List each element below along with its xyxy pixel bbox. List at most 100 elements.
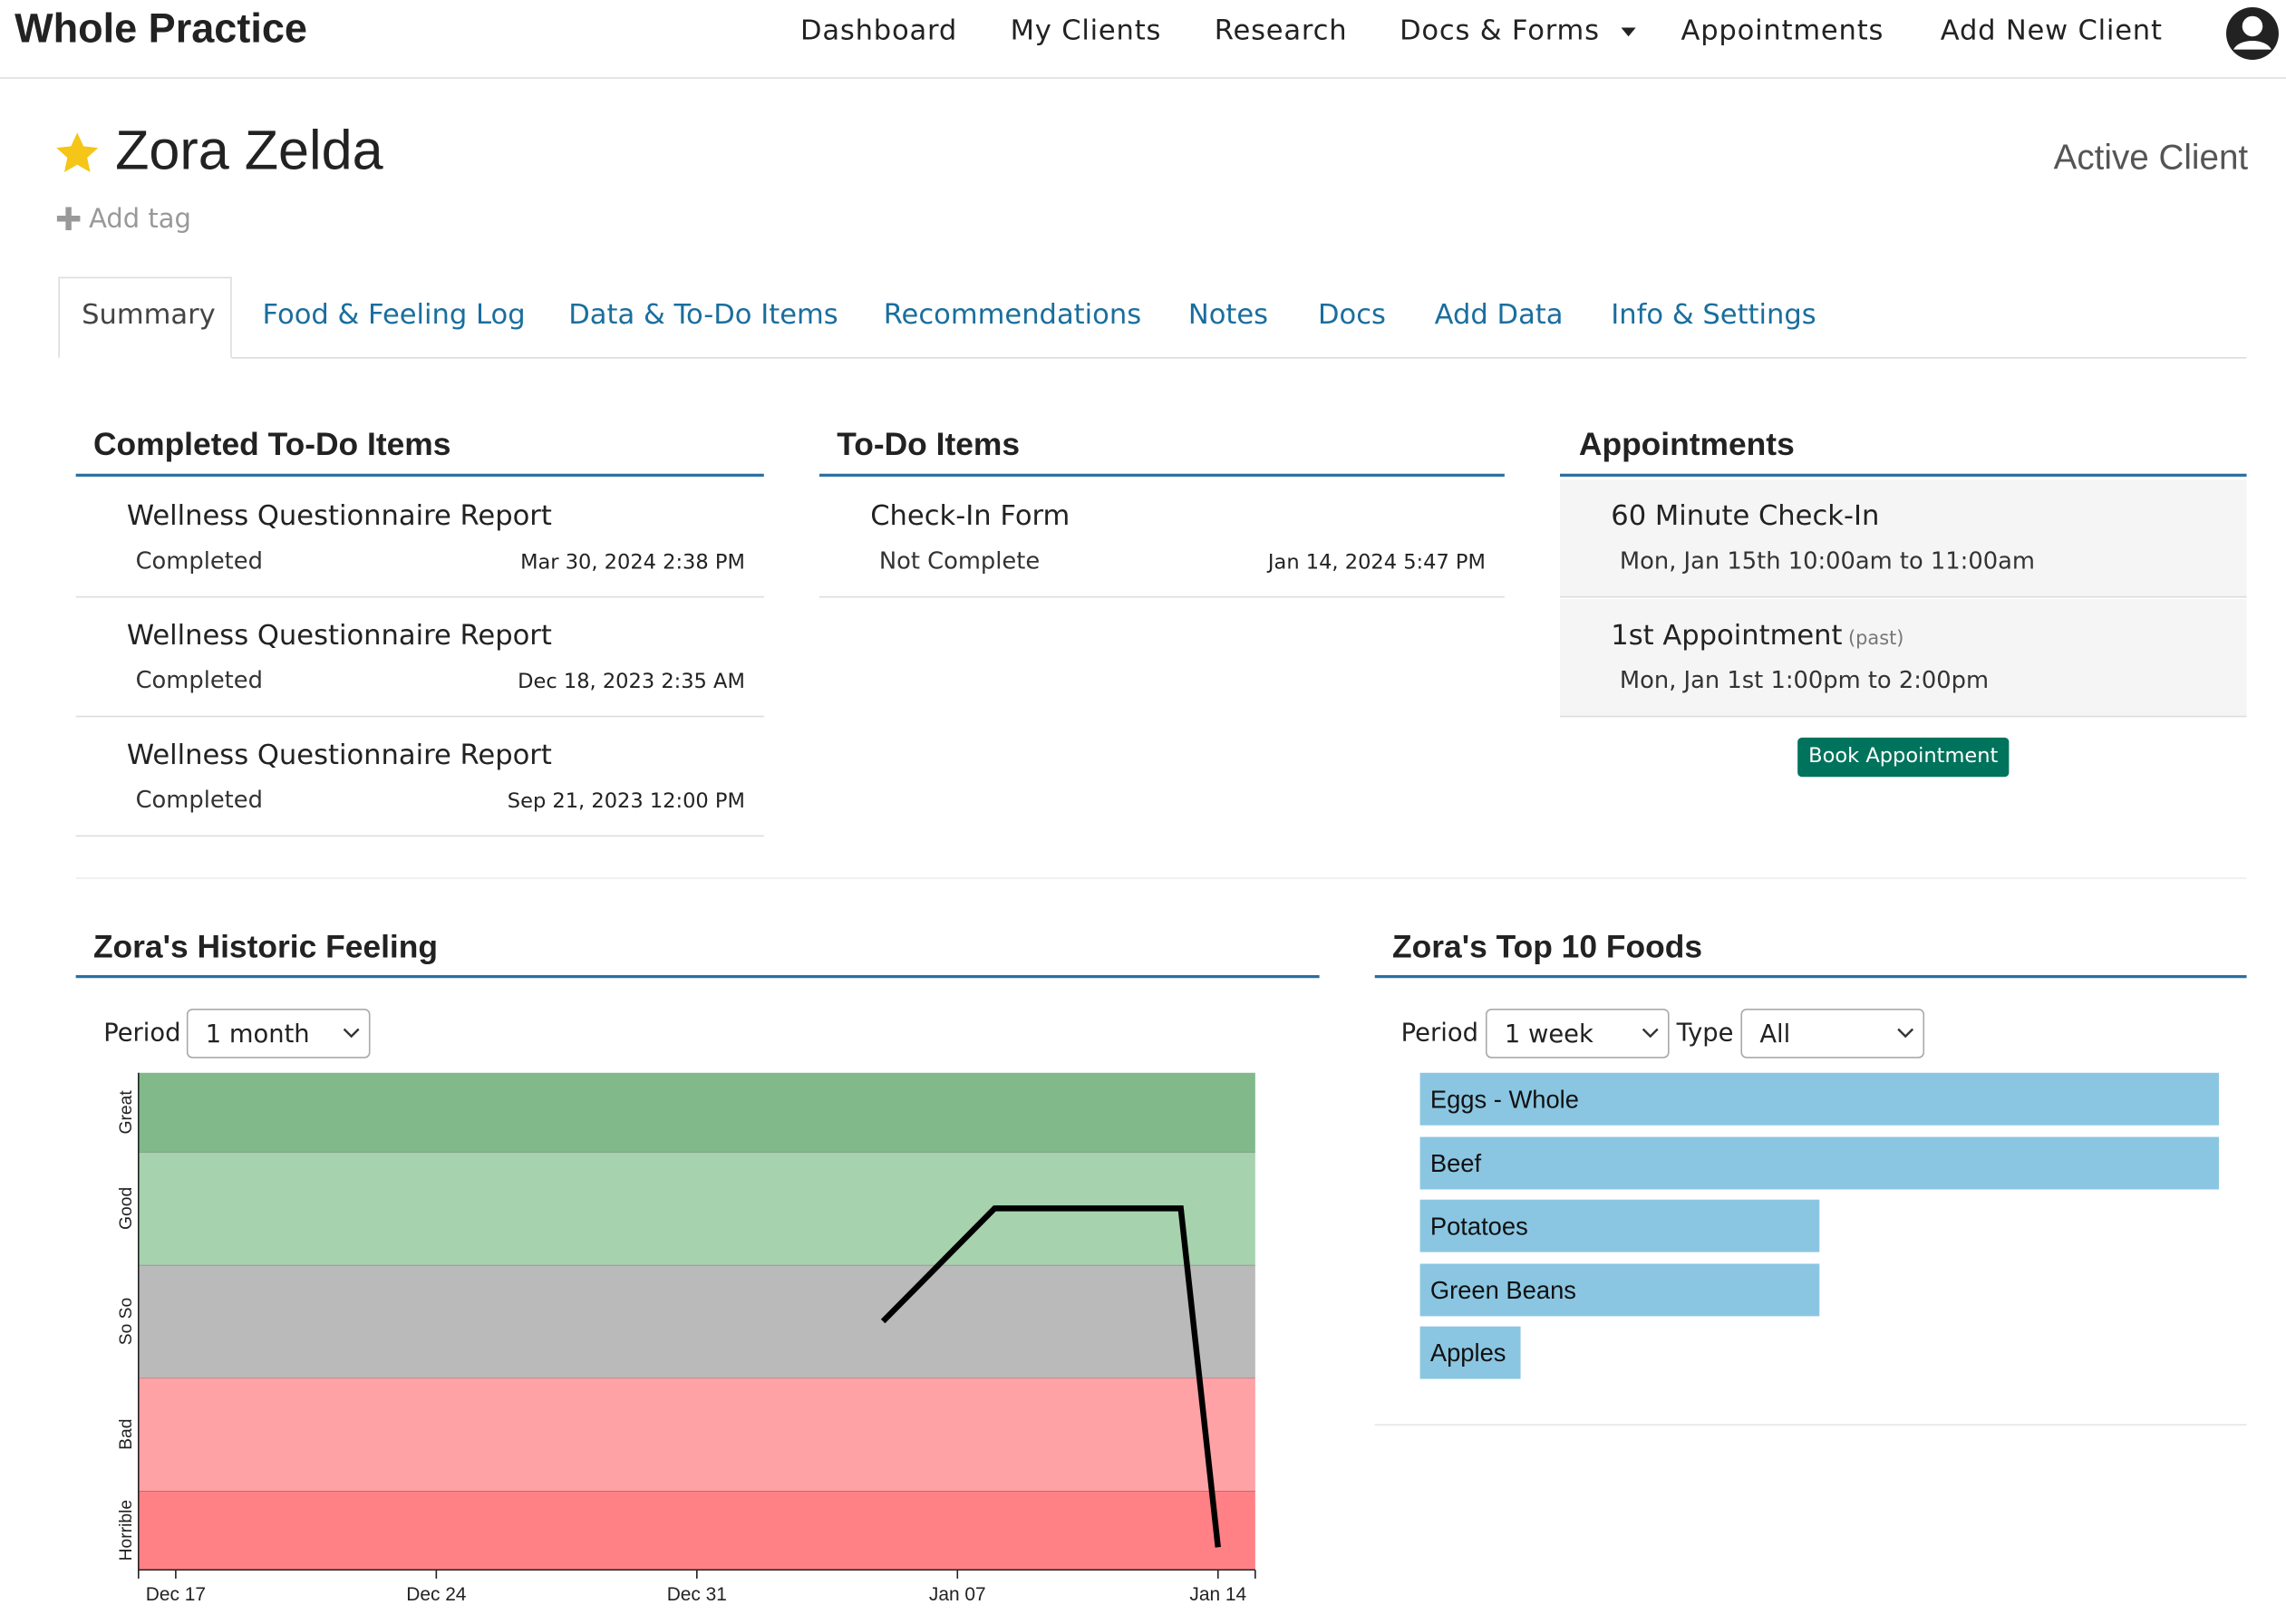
section-underline: [75, 975, 1320, 979]
select-caret: [343, 1028, 360, 1039]
nav-link[interactable]: Docs & Forms: [1400, 14, 1600, 47]
period-value: 1 month: [205, 1020, 310, 1050]
y-tick-label: So So: [117, 1298, 136, 1346]
avatar[interactable]: [2223, 5, 2281, 63]
x-tick-label: Dec 24: [406, 1584, 466, 1605]
item-border: [1559, 595, 2247, 598]
divider: [1374, 1424, 2247, 1426]
plus-icon: [56, 207, 81, 231]
period-label: Period: [1400, 1019, 1478, 1049]
tab[interactable]: Food & Feeling Log: [262, 298, 526, 332]
nav-link[interactable]: Research: [1214, 14, 1348, 47]
item-title[interactable]: 60 Minute Check-In: [1611, 499, 1880, 533]
x-tick-label: Jan 07: [929, 1584, 986, 1605]
item-bg: [1559, 479, 2247, 598]
x-tick-label: Dec 17: [146, 1584, 206, 1605]
book-button[interactable]: Book Appointment: [1797, 737, 2010, 778]
feeling-band: [138, 1490, 1255, 1571]
x-tick-label: Dec 31: [667, 1584, 727, 1605]
feeling-band: [138, 1072, 1255, 1153]
period-value: 1 week: [1504, 1020, 1593, 1050]
item-time: Mon, Jan 1st 1:00pm to 2:00pm: [1619, 666, 1990, 694]
feeling-line: [880, 1205, 1221, 1548]
period-select[interactable]: 1 month: [186, 1009, 371, 1058]
tab[interactable]: Docs: [1317, 298, 1386, 332]
food-bar: Beef: [1419, 1136, 2219, 1189]
item-time: Mon, Jan 15th 10:00am to 11:00am: [1619, 546, 2035, 575]
section-title: Appointments: [1578, 425, 1795, 462]
y-tick-label: Horrible: [117, 1500, 136, 1561]
y-tick-label: Great: [117, 1090, 136, 1135]
section-underline: [1559, 473, 2247, 477]
y-tick-label: Bad: [117, 1418, 136, 1449]
item-bg: [1559, 599, 2247, 718]
feeling-band: [138, 1378, 1255, 1491]
item-date: Mar 30, 2024 2:38 PM: [520, 550, 745, 575]
food-label: Apples: [1429, 1339, 1506, 1368]
section-underline: [1374, 975, 2247, 979]
item-border: [75, 715, 764, 718]
item-border: [75, 835, 764, 837]
tab[interactable]: Notes: [1187, 298, 1269, 332]
nav-link[interactable]: Appointments: [1681, 14, 1884, 47]
food-label: Eggs - Whole: [1429, 1086, 1579, 1114]
y-tick-label: Good: [117, 1187, 136, 1230]
item-status: Completed: [135, 666, 263, 694]
dropdown-caret: [1621, 27, 1636, 37]
food-label: Beef: [1429, 1149, 1482, 1177]
food-label: Potatoes: [1429, 1213, 1528, 1242]
brand[interactable]: Whole Practice: [15, 5, 307, 52]
select-caret: [1897, 1028, 1914, 1039]
tab-border: [231, 357, 2247, 359]
active-tab: [58, 276, 232, 359]
item-status: Completed: [135, 785, 263, 814]
item-title[interactable]: Wellness Questionnaire Report: [126, 619, 552, 652]
section-title: Zora's Historic Feeling: [92, 928, 438, 965]
food-bar: Potatoes: [1419, 1200, 1820, 1252]
type-select[interactable]: All: [1740, 1009, 1925, 1058]
item-date: Sep 21, 2023 12:00 PM: [507, 789, 745, 814]
nav-link[interactable]: Add New Client: [1940, 14, 2163, 47]
type-label: Type: [1676, 1019, 1734, 1049]
item-status: Not Complete: [878, 546, 1041, 575]
food-bar: Eggs - Whole: [1419, 1072, 2219, 1126]
item-date: Dec 18, 2023 2:35 AM: [518, 670, 745, 694]
tab[interactable]: Data & To-Do Items: [568, 298, 838, 332]
divider: [75, 877, 2247, 879]
tab[interactable]: Add Data: [1434, 298, 1564, 332]
add-tag[interactable]: Add tag: [89, 204, 191, 235]
nav-link[interactable]: Dashboard: [800, 14, 958, 47]
tab[interactable]: Info & Settings: [1611, 298, 1816, 332]
food-label: Green Beans: [1429, 1276, 1576, 1305]
item-status: Completed: [135, 546, 263, 575]
item-date: Jan 14, 2024 5:47 PM: [1267, 550, 1486, 575]
client-status: Active Client: [2053, 138, 2249, 179]
favorite-star[interactable]: [55, 131, 99, 175]
period-label: Period: [103, 1019, 181, 1049]
item-title[interactable]: Wellness Questionnaire Report: [126, 499, 552, 533]
item-border: [819, 595, 1505, 598]
tab[interactable]: Recommendations: [883, 298, 1142, 332]
x-tick-label: Jan 14: [1189, 1584, 1246, 1605]
type-value: All: [1759, 1020, 1791, 1050]
food-bar: Green Beans: [1419, 1263, 1820, 1317]
tab[interactable]: Summary: [82, 298, 216, 332]
item-note: (past): [1847, 628, 1904, 651]
food-bar: Apples: [1419, 1327, 1520, 1380]
item-title[interactable]: 1st Appointment (past): [1611, 619, 1904, 652]
item-border: [75, 595, 764, 598]
period-select[interactable]: 1 week: [1485, 1009, 1670, 1058]
item-border: [1559, 715, 2247, 718]
section-title: Completed To-Do Items: [92, 425, 451, 462]
section-title: To-Do Items: [837, 425, 1021, 462]
item-title[interactable]: Wellness Questionnaire Report: [126, 739, 552, 771]
nav-border: [0, 77, 2286, 79]
item-title[interactable]: Check-In Form: [870, 499, 1070, 533]
nav-link[interactable]: My Clients: [1010, 14, 1162, 47]
client-name: Zora Zelda: [115, 121, 383, 183]
section-underline: [75, 473, 764, 477]
section-underline: [819, 473, 1505, 477]
